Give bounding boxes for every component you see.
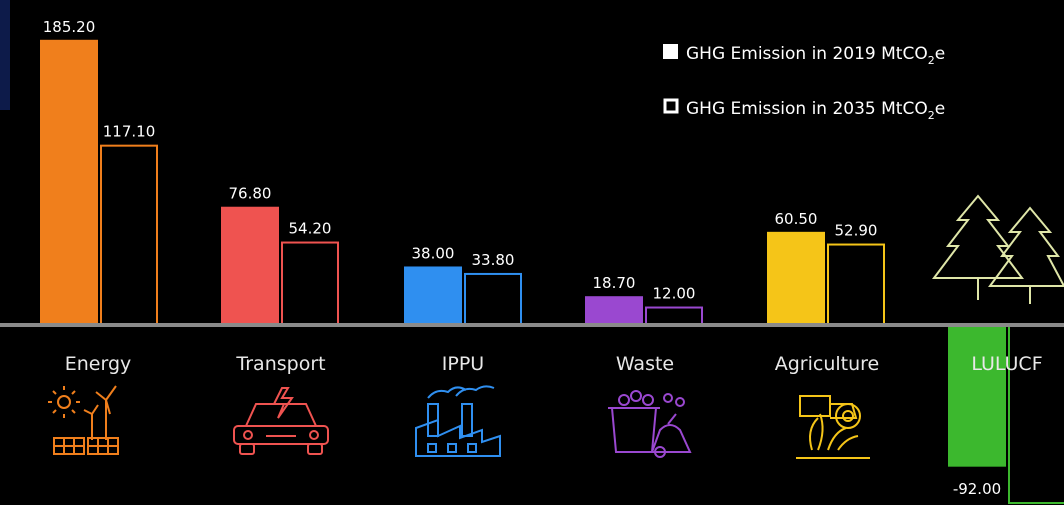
value-label-transport-2035: 54.20 — [289, 220, 332, 238]
bar-transport-2035 — [281, 241, 339, 326]
value-label-transport-2019: 76.80 — [229, 185, 272, 203]
value-label-waste-2019: 18.70 — [593, 274, 636, 292]
category-label-transport: Transport — [235, 353, 325, 375]
bar-waste-2019 — [585, 296, 643, 325]
value-label-agriculture-2019: 60.50 — [775, 210, 818, 228]
value-label-energy-2019: 185.20 — [43, 18, 96, 36]
bar-agriculture-2035 — [827, 243, 885, 326]
bar-energy-2035 — [100, 144, 158, 326]
bars-group: 185.20 76.80 38.00 18.70 60.50 -92.00 117.10 54… — [40, 18, 1064, 504]
bar-ippu-2019 — [404, 266, 462, 325]
solar-wind-icon — [48, 385, 119, 455]
value-label-energy-2035: 117.10 — [103, 123, 156, 141]
category-label-ippu: IPPU — [442, 353, 484, 375]
value-label-lulucf-2019: -92.00 — [953, 480, 1001, 498]
factory-icon — [415, 385, 501, 457]
car-icon — [233, 387, 329, 455]
waste-bin-icon — [608, 390, 692, 458]
bar-waste-2035 — [645, 306, 703, 326]
category-label-agriculture: Agriculture — [775, 353, 880, 375]
tractor-icon — [796, 395, 870, 459]
legend: GHG Emission in 2019 MtCO2e GHG Emission… — [663, 44, 945, 122]
legend-label-2035: GHG Emission in 2035 MtCO2e — [686, 99, 945, 122]
category-label-energy: Energy — [65, 353, 132, 375]
bar-lulucf-2019 — [948, 325, 1006, 467]
value-label-ippu-2019: 38.00 — [412, 244, 455, 262]
trees-icon — [932, 194, 1064, 304]
corner-accent — [0, 0, 10, 110]
bar-agriculture-2019 — [767, 231, 825, 325]
legend-label-2019: GHG Emission in 2019 MtCO2e — [686, 44, 945, 67]
bar-energy-2019 — [40, 39, 98, 326]
category-label-waste: Waste — [616, 353, 674, 375]
category-labels: Energy Transport IPPU Waste Agriculture … — [65, 353, 1043, 375]
legend-swatch-2019 — [663, 44, 678, 59]
bar-ippu-2035 — [464, 272, 522, 326]
value-label-ippu-2035: 33.80 — [472, 251, 515, 269]
value-label-agriculture-2035: 52.90 — [835, 222, 878, 240]
value-label-waste-2035: 12.00 — [653, 285, 696, 303]
bar-transport-2019 — [221, 206, 279, 325]
legend-swatch-2035 — [663, 98, 679, 114]
category-label-lulucf: LULUCF — [971, 353, 1042, 375]
